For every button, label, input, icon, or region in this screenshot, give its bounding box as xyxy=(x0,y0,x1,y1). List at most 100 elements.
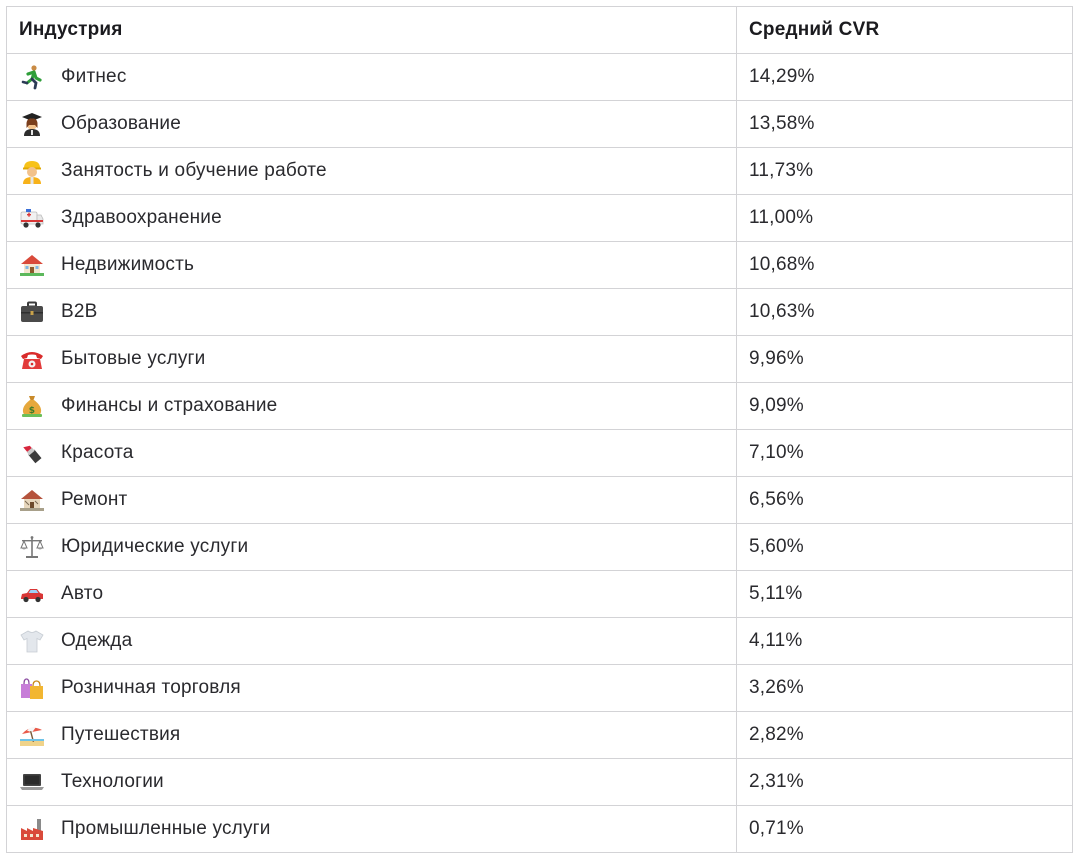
table-row: Промышленные услуги 0,71% xyxy=(6,805,1073,853)
industry-cell-content: Одежда xyxy=(19,628,724,654)
house-with-garden-icon xyxy=(19,252,45,278)
industry-label: Фитнес xyxy=(61,66,127,87)
industry-label: Бытовые услуги xyxy=(61,348,206,369)
cvr-value: 0,71% xyxy=(736,805,1073,853)
table-row: Красота 7,10% xyxy=(6,429,1073,477)
svg-text:$: $ xyxy=(29,406,35,416)
industry-cell: $ Финансы и страхование xyxy=(6,382,737,430)
header-average-cvr: Средний CVR xyxy=(736,6,1073,54)
table-row: Путешествия 2,82% xyxy=(6,711,1073,759)
cvr-value: 5,11% xyxy=(736,570,1073,618)
car-icon xyxy=(19,581,45,607)
cvr-value: 13,58% xyxy=(736,100,1073,148)
table-row: Юридические услуги 5,60% xyxy=(6,523,1073,571)
industry-cell-content: Путешествия xyxy=(19,722,724,748)
industry-cell-content: B2B xyxy=(19,299,724,325)
cvr-value: 11,73% xyxy=(736,147,1073,195)
cvr-value: 9,09% xyxy=(736,382,1073,430)
balance-scale-icon xyxy=(19,534,45,560)
industry-cell-content: Недвижимость xyxy=(19,252,724,278)
industry-cell-content: Промышленные услуги xyxy=(19,816,724,842)
cvr-value: 2,82% xyxy=(736,711,1073,759)
industry-label: Розничная торговля xyxy=(61,677,241,698)
table-row: Бытовые услуги 9,96% xyxy=(6,335,1073,383)
industry-label: B2B xyxy=(61,301,98,322)
ambulance-icon xyxy=(19,205,45,231)
industry-cell-content: Бытовые услуги xyxy=(19,346,724,372)
industry-cell-content: Розничная торговля xyxy=(19,675,724,701)
header-industry: Индустрия xyxy=(6,6,737,54)
cvr-value: 2,31% xyxy=(736,758,1073,806)
industry-cell-content: Фитнес xyxy=(19,64,724,90)
telephone-icon xyxy=(19,346,45,372)
industry-label: Ремонт xyxy=(61,489,128,510)
cvr-value: 3,26% xyxy=(736,664,1073,712)
industry-label: Авто xyxy=(61,583,104,604)
industry-label: Юридические услуги xyxy=(61,536,249,557)
cvr-value: 7,10% xyxy=(736,429,1073,477)
table-header-row: Индустрия Средний CVR xyxy=(6,6,1073,54)
industry-cell: Занятость и обучение работе xyxy=(6,147,737,195)
table-row: Розничная торговля 3,26% xyxy=(6,664,1073,712)
industry-cvr-table-container: Индустрия Средний CVR Фитнес 14,29% Образо… xyxy=(6,6,1073,853)
cvr-value: 10,68% xyxy=(736,241,1073,289)
industry-cell-content: Здравоохранение xyxy=(19,205,724,231)
industry-cell: Ремонт xyxy=(6,476,737,524)
graduate-icon xyxy=(19,111,45,137)
lipstick-icon xyxy=(19,440,45,466)
cvr-value: 6,56% xyxy=(736,476,1073,524)
table-row: Образование 13,58% xyxy=(6,100,1073,148)
industry-cell-content: Образование xyxy=(19,111,724,137)
table-row: Недвижимость 10,68% xyxy=(6,241,1073,289)
cvr-value: 11,00% xyxy=(736,194,1073,242)
table-row: $ Финансы и страхование 9,09% xyxy=(6,382,1073,430)
industry-cell: Авто xyxy=(6,570,737,618)
industry-cell-content: $ Финансы и страхование xyxy=(19,393,724,419)
table-row: Ремонт 6,56% xyxy=(6,476,1073,524)
laptop-icon xyxy=(19,769,45,795)
cvr-value: 4,11% xyxy=(736,617,1073,665)
factory-icon xyxy=(19,816,45,842)
industry-label: Недвижимость xyxy=(61,254,195,275)
industry-cell: Розничная торговля xyxy=(6,664,737,712)
industry-cell: Технологии xyxy=(6,758,737,806)
industry-label: Путешествия xyxy=(61,724,181,745)
industry-cell-content: Авто xyxy=(19,581,724,607)
industry-cell: Образование xyxy=(6,100,737,148)
industry-cell: B2B xyxy=(6,288,737,336)
table-row: Технологии 2,31% xyxy=(6,758,1073,806)
construction-worker-icon xyxy=(19,158,45,184)
industry-cell-content: Красота xyxy=(19,440,724,466)
industry-cell-content: Занятость и обучение работе xyxy=(19,158,724,184)
table-row: Здравоохранение 11,00% xyxy=(6,194,1073,242)
industry-label: Финансы и страхование xyxy=(61,395,278,416)
industry-cvr-table: Индустрия Средний CVR Фитнес 14,29% Образо… xyxy=(6,6,1073,853)
table-row: Фитнес 14,29% xyxy=(6,53,1073,101)
beach-umbrella-icon xyxy=(19,722,45,748)
industry-label: Образование xyxy=(61,113,181,134)
running-person-icon xyxy=(19,64,45,90)
money-bag-icon: $ xyxy=(19,393,45,419)
industry-label: Занятость и обучение работе xyxy=(61,160,327,181)
industry-cell: Юридические услуги xyxy=(6,523,737,571)
table-row: Одежда 4,11% xyxy=(6,617,1073,665)
t-shirt-icon xyxy=(19,628,45,654)
shopping-bags-icon xyxy=(19,675,45,701)
cvr-value: 10,63% xyxy=(736,288,1073,336)
industry-cell: Здравоохранение xyxy=(6,194,737,242)
cvr-value: 14,29% xyxy=(736,53,1073,101)
industry-label: Красота xyxy=(61,442,134,463)
cvr-value: 9,96% xyxy=(736,335,1073,383)
industry-cell-content: Юридические услуги xyxy=(19,534,724,560)
industry-cell: Одежда xyxy=(6,617,737,665)
derelict-house-icon xyxy=(19,487,45,513)
industry-cell-content: Технологии xyxy=(19,769,724,795)
industry-label: Здравоохранение xyxy=(61,207,222,228)
industry-cell-content: Ремонт xyxy=(19,487,724,513)
table-row: Авто 5,11% xyxy=(6,570,1073,618)
briefcase-icon xyxy=(19,299,45,325)
industry-cell: Фитнес xyxy=(6,53,737,101)
industry-cell: Бытовые услуги xyxy=(6,335,737,383)
industry-cell: Красота xyxy=(6,429,737,477)
industry-cell: Недвижимость xyxy=(6,241,737,289)
